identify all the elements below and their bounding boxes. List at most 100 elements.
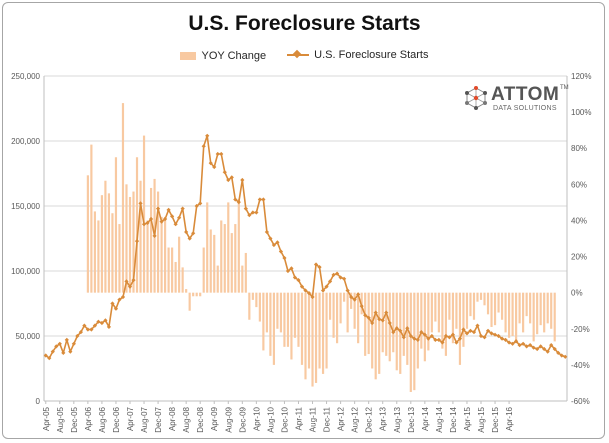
x-tick-label: Apr-14 xyxy=(421,406,430,431)
foreclosure-point xyxy=(370,320,375,326)
foreclosure-point xyxy=(110,301,115,306)
foreclosure-point xyxy=(531,345,536,350)
yoy-bar xyxy=(90,144,93,293)
yoy-bar xyxy=(237,198,240,293)
foreclosure-point xyxy=(464,331,470,336)
yoy-bar xyxy=(378,292,381,374)
yoy-bar xyxy=(367,292,370,355)
foreclosure-point xyxy=(394,326,399,331)
yoy-bar xyxy=(202,247,205,293)
foreclosure-point xyxy=(528,343,533,348)
y-right-tick-label: 60% xyxy=(571,180,587,189)
yoy-bar xyxy=(164,216,167,293)
foreclosure-point xyxy=(106,324,112,329)
x-tick-label: Aug-12 xyxy=(351,406,360,432)
yoy-bar xyxy=(413,292,416,391)
yoy-bar xyxy=(125,184,128,293)
foreclosure-point xyxy=(499,336,505,341)
yoy-bar xyxy=(444,292,447,356)
foreclosure-point xyxy=(356,292,361,297)
foreclosure-point xyxy=(450,332,456,337)
yoy-bar xyxy=(118,224,121,293)
yoy-bar xyxy=(465,292,469,329)
x-tick-label: Dec-06 xyxy=(112,406,121,432)
foreclosure-point xyxy=(54,344,59,349)
foreclosure-point xyxy=(320,288,326,293)
yoy-bar xyxy=(325,292,328,369)
foreclosure-point xyxy=(563,354,568,359)
yoy-bar xyxy=(469,292,472,317)
yoy-bar xyxy=(104,180,107,293)
foreclosure-point xyxy=(542,346,547,352)
foreclosure-point xyxy=(310,294,315,300)
yoy-bar xyxy=(86,175,89,293)
foreclosure-point xyxy=(187,236,192,241)
foreclosure-point xyxy=(457,336,463,341)
x-tick-label: Dec-15 xyxy=(491,406,500,432)
yoy-bar xyxy=(262,292,265,351)
yoy-bar xyxy=(434,292,437,322)
yoy-bar xyxy=(283,292,286,347)
y-right-tick-label: -60% xyxy=(571,397,590,406)
yoy-bar xyxy=(276,292,279,329)
foreclosure-point xyxy=(141,222,147,227)
yoy-bar xyxy=(483,292,486,306)
foreclosure-point xyxy=(524,344,529,349)
y-right-tick-label: 120% xyxy=(571,72,591,81)
foreclosure-point xyxy=(517,343,522,348)
foreclosure-point xyxy=(349,294,354,300)
yoy-bar xyxy=(290,292,293,360)
y-right-tick-label: 80% xyxy=(571,144,587,153)
foreclosure-point xyxy=(180,206,185,211)
yoy-bar xyxy=(156,191,160,293)
yoy-bar xyxy=(486,292,490,315)
yoy-bar xyxy=(448,292,451,320)
yoy-bar xyxy=(220,220,223,293)
foreclosure-point xyxy=(299,284,305,289)
foreclosure-point xyxy=(492,332,498,337)
yoy-bar xyxy=(272,292,275,365)
legend-label-starts: U.S. Foreclosure Starts xyxy=(314,49,429,61)
yoy-bar xyxy=(114,157,118,293)
foreclosure-point xyxy=(398,328,403,333)
foreclosure-point xyxy=(148,216,154,222)
foreclosure-point xyxy=(191,231,196,236)
yoy-bar xyxy=(350,292,353,309)
x-tick-label: Dec-14 xyxy=(449,406,458,432)
foreclosure-point xyxy=(552,346,557,352)
foreclosure-point xyxy=(440,340,445,345)
foreclosure-point xyxy=(489,331,494,336)
yoy-bar xyxy=(532,292,535,342)
x-tick-label: Dec-11 xyxy=(323,406,332,432)
foreclosure-point xyxy=(426,336,431,341)
yoy-bar xyxy=(353,292,356,329)
foreclosure-point xyxy=(205,133,210,138)
foreclosure-point xyxy=(475,323,480,328)
x-tick-label: Dec-08 xyxy=(196,406,205,432)
yoy-bar xyxy=(385,292,388,356)
yoy-bar xyxy=(230,233,233,293)
y-right-tick-label: -40% xyxy=(571,361,590,370)
foreclosure-point xyxy=(429,333,434,339)
yoy-bar xyxy=(507,292,511,338)
legend-swatch-line xyxy=(287,50,310,60)
foreclosure-point xyxy=(521,341,526,346)
yoy-bar xyxy=(357,292,360,344)
yoy-bar xyxy=(321,292,325,374)
yoy-bar xyxy=(479,292,483,300)
foreclosure-point xyxy=(345,288,350,293)
x-tick-label: Apr-09 xyxy=(210,406,219,431)
yoy-bar xyxy=(146,220,149,293)
yoy-bar xyxy=(328,292,332,320)
foreclosure-point xyxy=(152,233,157,238)
y-left-tick-label: 250,000 xyxy=(11,72,40,81)
foreclosure-point xyxy=(317,265,322,270)
foreclosure-point xyxy=(215,151,220,157)
foreclosure-point xyxy=(50,349,55,354)
foreclosure-point xyxy=(170,214,175,219)
yoy-bar xyxy=(251,292,254,300)
yoy-bar xyxy=(297,292,300,347)
x-tick-label: Apr-06 xyxy=(84,406,93,431)
foreclosure-point xyxy=(61,350,66,355)
